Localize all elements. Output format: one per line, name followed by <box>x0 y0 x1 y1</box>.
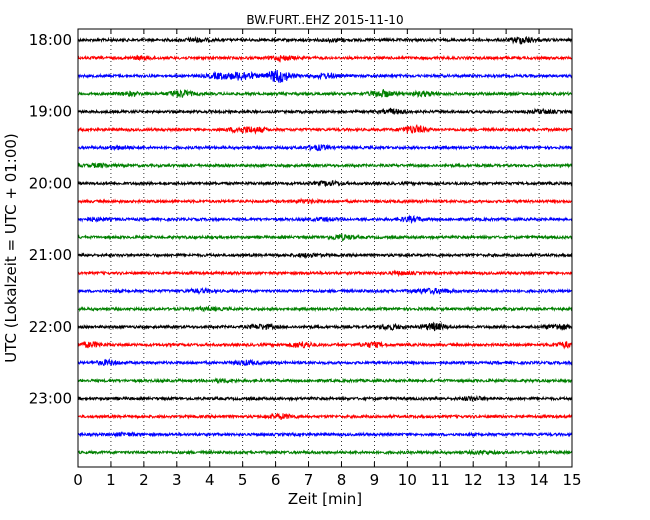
trace-1930 <box>77 143 573 152</box>
y-axis-label: UTC (Lokalzeit = UTC + 01:00) <box>2 133 20 363</box>
trace-1830 <box>77 70 573 84</box>
trace-1945 <box>77 162 573 169</box>
trace-2145 <box>77 305 573 313</box>
trace-2345 <box>77 449 573 456</box>
trace-1915 <box>77 124 573 135</box>
trace-1900 <box>77 107 573 116</box>
x-tick-label: 12 <box>464 471 483 489</box>
chart-title: BW.FURT..EHZ 2015-11-10 <box>246 13 403 27</box>
trace-2215 <box>77 340 573 350</box>
trace-2300 <box>77 394 573 402</box>
x-tick-label: 10 <box>398 471 417 489</box>
y-tick-label: 20:00 <box>29 174 72 192</box>
x-tick-label: 9 <box>370 471 380 489</box>
x-tick-label: 8 <box>337 471 347 489</box>
x-tick-label: 6 <box>271 471 281 489</box>
trace-2245 <box>77 377 573 385</box>
y-tick-label: 23:00 <box>29 390 72 408</box>
x-tick-label: 0 <box>73 471 83 489</box>
x-tick-label: 13 <box>497 471 516 489</box>
trace-2045 <box>77 233 573 242</box>
trace-2330 <box>77 431 573 439</box>
trace-2315 <box>77 412 573 420</box>
seismogram-traces <box>77 35 573 456</box>
trace-2030 <box>77 214 573 225</box>
x-axis: 0 1 2 3 4 5 6 7 8 9 10 11 12 13 14 15 <box>73 29 582 489</box>
y-tick-label: 18:00 <box>29 31 72 49</box>
plot-frame <box>77 28 573 468</box>
x-tick-label: 1 <box>106 471 116 489</box>
x-tick-label: 2 <box>139 471 149 489</box>
x-tick-label: 3 <box>172 471 182 489</box>
y-tick-label: 22:00 <box>29 318 72 336</box>
x-axis-label: Zeit [min] <box>288 490 362 508</box>
x-tick-label: 11 <box>431 471 450 489</box>
trace-1845 <box>77 88 573 98</box>
y-axis: 18:00 19:00 20:00 21:00 22:00 23:00 <box>29 31 572 408</box>
trace-2115 <box>77 269 573 278</box>
trace-2130 <box>77 286 573 296</box>
x-tick-label: 14 <box>530 471 549 489</box>
trace-2015 <box>77 197 573 205</box>
trace-2100 <box>77 252 573 260</box>
y-tick-label: 19:00 <box>29 103 72 121</box>
x-tick-label: 4 <box>205 471 215 489</box>
trace-2200 <box>77 321 573 332</box>
x-tick-label: 15 <box>562 471 581 489</box>
x-tick-label: 5 <box>238 471 248 489</box>
trace-1815 <box>77 54 573 63</box>
x-tick-label: 7 <box>304 471 314 489</box>
trace-1800 <box>77 35 573 45</box>
y-tick-label: 21:00 <box>29 246 72 264</box>
trace-2230 <box>77 358 573 367</box>
trace-2000 <box>77 179 573 188</box>
